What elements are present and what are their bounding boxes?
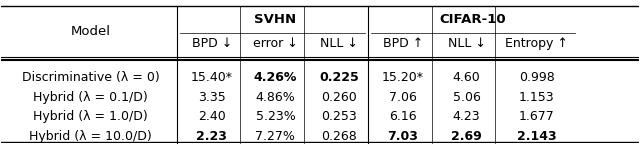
Text: 1.153: 1.153 xyxy=(519,91,554,104)
Text: 7.03: 7.03 xyxy=(387,130,419,143)
Text: 0.225: 0.225 xyxy=(319,71,359,84)
Text: Hybrid (λ = 10.0/D): Hybrid (λ = 10.0/D) xyxy=(29,130,152,143)
Text: 5.06: 5.06 xyxy=(452,91,481,104)
Text: Entropy ↑: Entropy ↑ xyxy=(505,37,568,50)
Text: 0.253: 0.253 xyxy=(321,110,357,123)
Text: 0.268: 0.268 xyxy=(321,130,357,143)
Text: CIFAR-10: CIFAR-10 xyxy=(440,13,506,26)
Text: 2.40: 2.40 xyxy=(198,110,225,123)
Text: 4.60: 4.60 xyxy=(452,71,481,84)
Text: 4.86%: 4.86% xyxy=(255,91,295,104)
Text: 15.40*: 15.40* xyxy=(191,71,233,84)
Text: 3.35: 3.35 xyxy=(198,91,225,104)
Text: 0.998: 0.998 xyxy=(519,71,554,84)
Text: Hybrid (λ = 0.1/D): Hybrid (λ = 0.1/D) xyxy=(33,91,148,104)
Text: 2.23: 2.23 xyxy=(196,130,227,143)
Text: Discriminative (λ = 0): Discriminative (λ = 0) xyxy=(22,71,159,84)
Text: BPD ↑: BPD ↑ xyxy=(383,37,423,50)
Text: 2.69: 2.69 xyxy=(451,130,482,143)
Text: NLL ↓: NLL ↓ xyxy=(320,37,358,50)
Text: 7.06: 7.06 xyxy=(389,91,417,104)
Text: 4.23: 4.23 xyxy=(452,110,481,123)
Text: BPD ↓: BPD ↓ xyxy=(191,37,232,50)
Text: Hybrid (λ = 1.0/D): Hybrid (λ = 1.0/D) xyxy=(33,110,148,123)
Text: 15.20*: 15.20* xyxy=(382,71,424,84)
Text: error ↓: error ↓ xyxy=(253,37,298,50)
Text: NLL ↓: NLL ↓ xyxy=(447,37,486,50)
Text: Model: Model xyxy=(70,25,111,38)
Text: 5.23%: 5.23% xyxy=(255,110,295,123)
Text: 4.26%: 4.26% xyxy=(253,71,297,84)
Text: 7.27%: 7.27% xyxy=(255,130,295,143)
Text: 0.260: 0.260 xyxy=(321,91,357,104)
Text: 1.677: 1.677 xyxy=(519,110,554,123)
Text: 2.143: 2.143 xyxy=(517,130,556,143)
Text: 6.16: 6.16 xyxy=(389,110,417,123)
Text: SVHN: SVHN xyxy=(254,13,296,26)
